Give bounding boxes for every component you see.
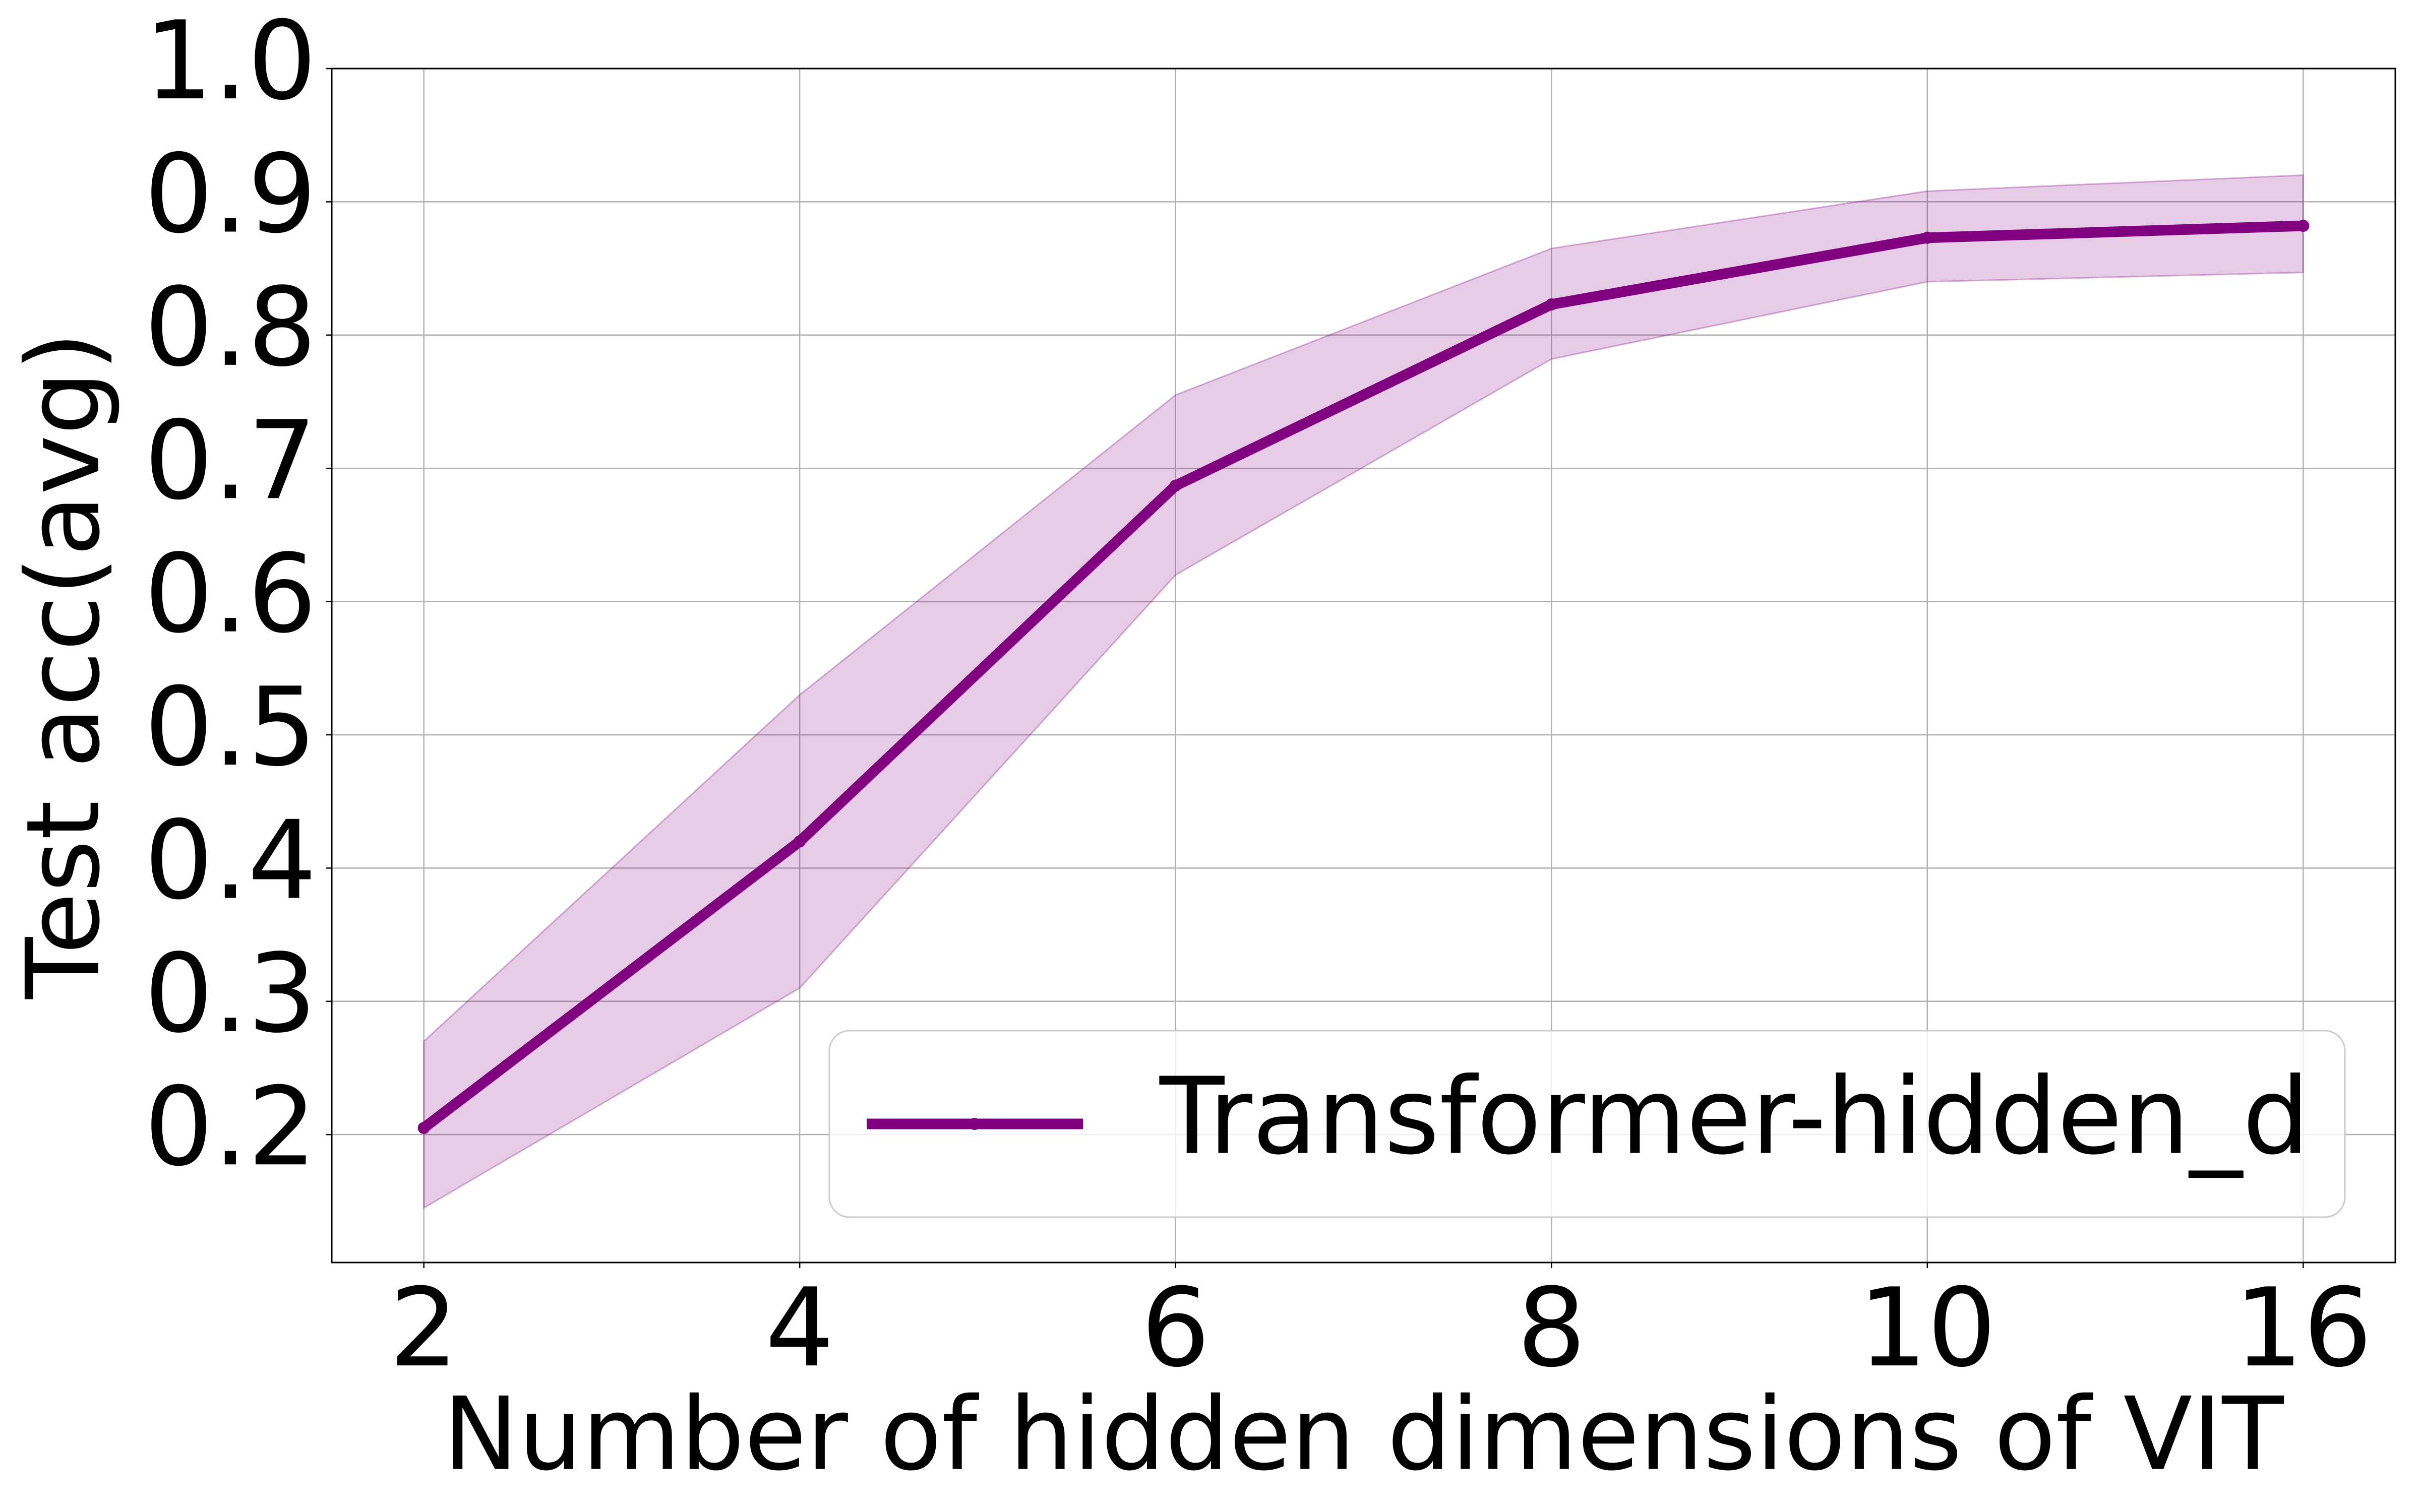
- legend-box: [828, 1030, 2346, 1218]
- error-band: [423, 174, 2304, 1210]
- point: [1169, 479, 1182, 492]
- y-tick-label: 0.7: [144, 397, 317, 524]
- x-tick-label: 6: [1141, 1265, 1210, 1391]
- point: [1545, 298, 1558, 310]
- point: [794, 835, 806, 848]
- x-tick-label: 10: [1858, 1265, 1996, 1391]
- y-tick-label: 0.8: [144, 264, 317, 391]
- legend-label: Transformer-hidden_d: [1159, 1055, 2310, 1178]
- line: [420, 220, 2304, 1132]
- x-tick-label: 16: [2234, 1265, 2373, 1391]
- x-tick-label: 8: [1517, 1265, 1586, 1391]
- point: [1921, 231, 1933, 244]
- y-tick-label: 0.2: [144, 1063, 317, 1190]
- point: [417, 1121, 430, 1134]
- y-tick-label: 0.6: [144, 531, 317, 657]
- legend-marker: [969, 1118, 981, 1130]
- point: [2297, 219, 2310, 232]
- x-tick-label: 4: [765, 1265, 834, 1391]
- y-tick-label: 0.5: [144, 664, 317, 790]
- plot-frame: [331, 68, 2396, 1264]
- y-tick-label: 0.9: [144, 131, 317, 257]
- y-tick-label: 1.0: [144, 0, 317, 124]
- y-axis-label: Test acc(avg): [5, 332, 123, 999]
- x-tick-label: 2: [389, 1265, 458, 1391]
- x-axis-label: Number of hidden dimensions of VIT: [443, 1376, 2284, 1493]
- y-tick-label: 0.4: [144, 797, 317, 923]
- y-tick-label: 0.3: [144, 930, 317, 1057]
